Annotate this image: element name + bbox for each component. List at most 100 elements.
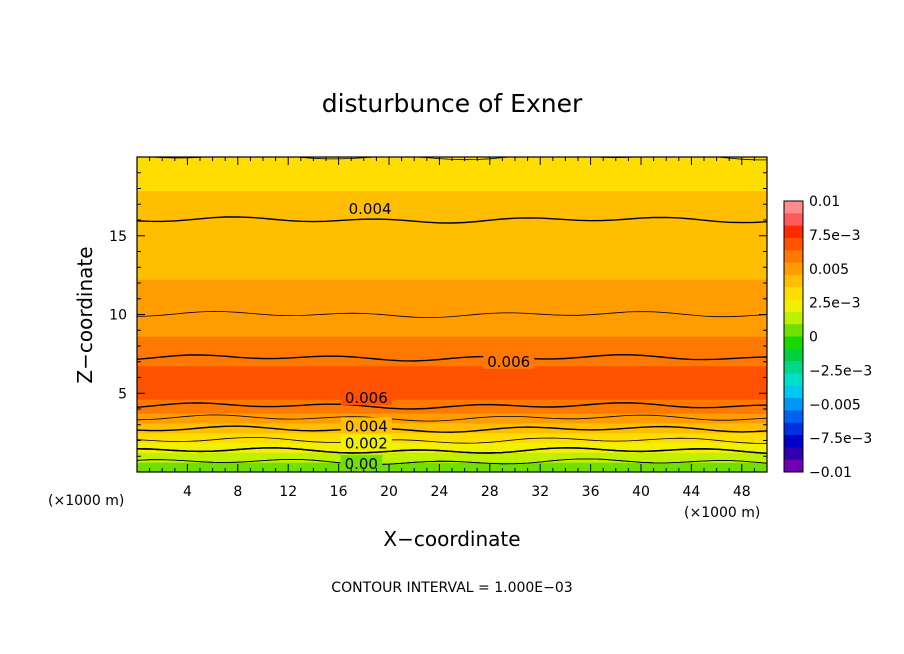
contour-band [137,385,767,388]
contour-label-bg [340,417,392,434]
contour-band [137,267,767,270]
contour-band [137,182,767,186]
contour-band [137,308,767,312]
colorbar-swatch [784,250,803,264]
x-tick-label: 8 [233,484,242,500]
contour-band [137,440,767,444]
contour-band [137,336,767,339]
contour-band [137,355,767,359]
contour-label-bg [344,199,396,216]
contour-band [137,223,767,227]
contour-band [137,251,767,255]
contour-band [137,263,767,266]
contour-band [137,284,767,288]
contour-band [137,186,767,190]
contour-line [137,425,767,433]
colorbar-swatch [784,385,803,399]
colorbar-swatch [784,262,803,276]
contour-label: 0.006 [345,389,388,407]
contour-band [137,353,767,357]
contour-line [137,402,767,410]
contour-band [137,206,767,209]
contour-line [137,458,767,466]
contour-band [137,233,767,237]
colorbar-swatch [784,459,803,473]
contour-band [137,365,767,369]
contour-band [137,458,767,461]
contour-fill [137,157,767,472]
contour-band [137,344,767,347]
contour-band [137,269,767,272]
colorbar-swatch [784,225,803,239]
contour-band [137,302,767,306]
colorbar-label: −7.5e−3 [809,431,872,447]
contour-band [137,466,767,469]
contour-band [137,416,767,420]
y-axis-label: Z−coordinate [73,246,97,383]
colorbar-swatch [784,447,803,461]
colorbar-swatch [784,324,803,337]
hotspot-group [238,374,403,391]
x-unit-right-label: (×1000 m) [684,505,760,521]
contour-band [137,220,767,223]
colorbar-swatch [784,410,803,424]
contour-band [137,387,767,390]
contour-band [137,198,767,201]
contour-band [137,286,767,290]
contour-band [137,235,767,239]
contour-band [137,351,767,355]
contour-band [137,379,767,383]
contour-band [137,257,767,260]
contour-band [137,239,767,243]
contour-label: 0.00 [345,455,378,473]
contour-band [137,304,767,308]
contour-line [137,437,767,444]
hotspot [364,374,403,391]
contour-band [137,340,767,343]
contour-band [137,229,767,233]
contour-band [137,261,767,264]
x-tick-label: 16 [330,484,348,500]
contour-band [137,349,767,353]
colorbar-swatch [784,398,803,411]
colorbar-swatch [784,348,803,362]
colorbar-label: 0.005 [809,262,849,278]
contour-band [137,320,767,323]
contour-label-bg [340,455,383,472]
colorbar-label: 0.01 [809,194,840,210]
contour-band [137,298,767,302]
colorbar-swatch [784,435,803,448]
contour-band [137,168,767,172]
contour-band [137,202,767,205]
contour-band [137,241,767,245]
contour-band [137,361,767,365]
contour-band [137,434,767,438]
contour-band [137,204,767,207]
contour-band [137,176,767,180]
contour-band [137,214,767,217]
contour-band [137,192,767,196]
x-tick-label: 24 [430,484,448,500]
colorbar-swatch [784,201,803,214]
contour-band [137,296,767,300]
contour-band [137,172,767,176]
y-tick-label: 5 [118,386,127,402]
contour-band [137,428,767,432]
contour-band [137,436,767,440]
contour-band [137,324,767,327]
contour-band [137,444,767,448]
contour-band [137,338,767,341]
colorbar-swatch [784,237,803,251]
x-unit-left-label: (×1000 m) [48,493,124,509]
contour-band [137,442,767,446]
contour-band [137,342,767,345]
contour-band [137,247,767,251]
colorbar-swatch [784,299,803,313]
contour-band [137,391,767,394]
contour-band [137,166,767,170]
contour-band [137,310,767,314]
colorbar-swatch [784,336,803,350]
contour-label-bg [483,352,535,369]
contour-band [137,322,767,325]
x-tick-label: 44 [682,484,700,500]
